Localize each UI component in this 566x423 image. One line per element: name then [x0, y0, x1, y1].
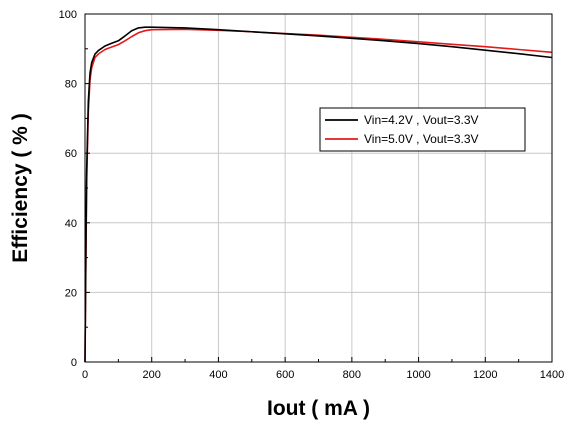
x-tick-label: 400 [209, 369, 227, 381]
y-tick-label: 0 [71, 357, 77, 369]
y-axis-title: Efficiency ( % ) [9, 113, 32, 262]
series-line [84, 28, 553, 363]
y-tick-label: 100 [59, 9, 77, 21]
x-tick-label: 200 [143, 369, 161, 381]
x-axis-title: Iout ( mA ) [267, 397, 370, 420]
plot-frame [84, 13, 553, 363]
y-tick-label: 20 [65, 287, 77, 299]
grid [85, 14, 552, 362]
x-tick-label: 600 [276, 369, 294, 381]
x-tick-label: 1000 [406, 369, 430, 381]
x-tick-label: 0 [82, 369, 88, 381]
x-tick-label: 1200 [473, 369, 497, 381]
series-line [84, 26, 553, 363]
y-tick-label: 80 [65, 79, 77, 91]
x-tick-label: 1400 [540, 369, 564, 381]
legend-label: Vin=5.0V , Vout=3.3V [364, 132, 479, 146]
legend: Vin=4.2V , Vout=3.3V Vin=5.0V , Vout=3.3V [319, 107, 526, 152]
series-lines [84, 26, 553, 363]
axis-ticks: 0 200 400 600 800 1000 1200 1400 0 20 40 60 80 100 [59, 9, 565, 381]
legend-box [319, 107, 526, 152]
y-tick-label: 60 [65, 148, 77, 160]
legend-label: Vin=4.2V , Vout=3.3V [364, 113, 479, 127]
x-tick-label: 800 [343, 369, 361, 381]
y-tick-label: 40 [65, 218, 77, 230]
